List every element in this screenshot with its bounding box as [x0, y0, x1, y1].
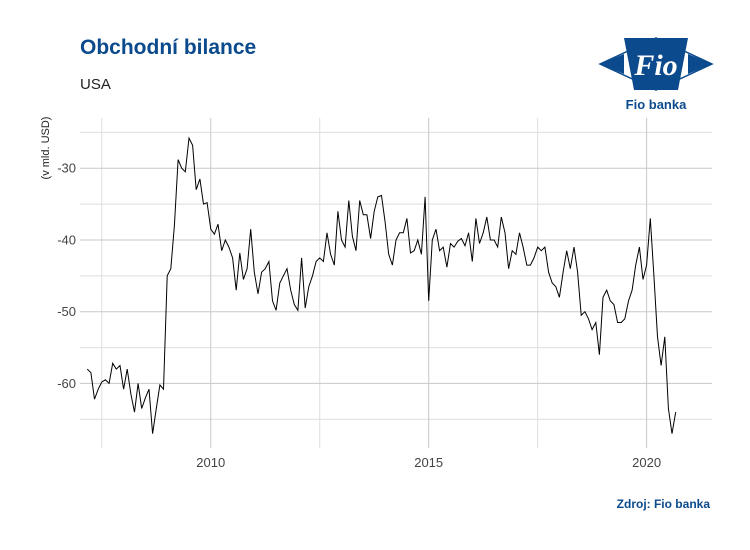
source-label: Zdroj: Fio banka	[616, 497, 710, 511]
x-tick-label: 2015	[414, 455, 443, 470]
chart-grid	[80, 118, 712, 448]
chart-subtitle: USA	[80, 76, 111, 93]
chart-ticks: -60 -50 -40 -30 2010 2015 2020	[57, 161, 661, 470]
series-line	[86, 136, 677, 434]
y-tick-label: -40	[57, 232, 76, 247]
logo-mark-text: Fio	[633, 49, 677, 82]
y-tick-label: -50	[57, 304, 76, 319]
x-tick-label: 2010	[196, 455, 225, 470]
y-tick-label: -30	[57, 161, 76, 176]
logo-text: Fio banka	[625, 97, 687, 112]
chart-title: Obchodní bilance	[80, 36, 257, 59]
y-tick-label: -60	[57, 376, 76, 391]
fio-logo-icon: Fio	[598, 37, 714, 91]
y-axis-label: (v mld. USD)	[40, 117, 52, 180]
x-tick-label: 2020	[632, 455, 661, 470]
